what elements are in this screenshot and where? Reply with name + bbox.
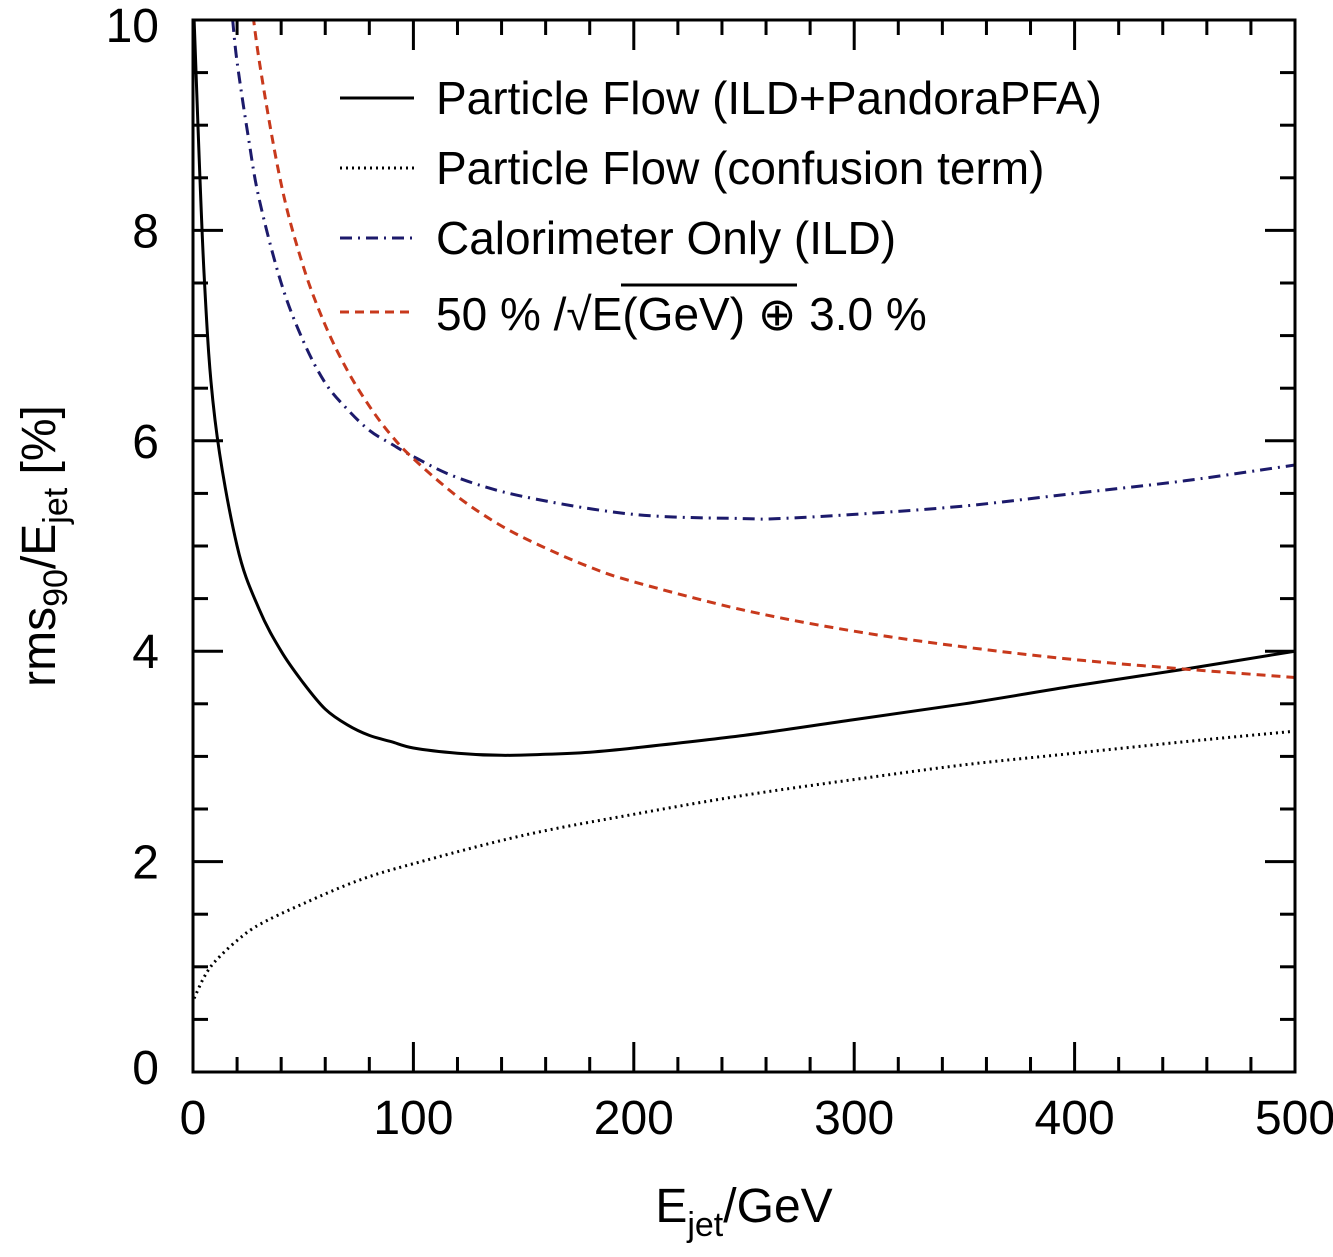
series-confusion-term [193,729,1295,1000]
legend-label: Calorimeter Only (ILD) [436,212,896,264]
plot-frame [191,18,1297,1074]
legend-entry-calorimeter-only: Calorimeter Only (ILD) [340,212,896,264]
x-tick-label: 0 [180,1092,207,1145]
legend-entry-particle-flow: Particle Flow (ILD+PandoraPFA) [340,72,1102,124]
series-calorimeter-only [231,20,1295,521]
y-tick-label: 6 [132,416,159,469]
x-axis-title: Ejet/GeV [655,1180,832,1244]
tick-labels: 0 100 200 300 400 500 0 2 4 6 8 10 [106,0,1333,1145]
x-tick-label: 300 [814,1092,894,1145]
x-tick-label: 100 [373,1092,453,1145]
legend-label: 50 % /√E(GeV) ⊕ 3.0 % [436,288,927,340]
series-stochastic-fit [252,20,1295,679]
y-tick-label: 8 [132,205,159,258]
radicand: E(GeV) [592,288,745,340]
x-tick-label: 400 [1035,1092,1115,1145]
x-tick-label: 500 [1255,1092,1333,1145]
series-particle-flow [193,20,1295,757]
y-axis-title: rms90/Ejet [%] [13,405,75,687]
y-tick-label: 4 [132,626,159,679]
y-tick-label: 10 [106,0,159,53]
legend-entry-stochastic-fit: 50 % /√E(GeV) ⊕ 3.0 % [340,283,927,340]
sqrt-sign: √ [566,288,592,340]
legend-label: Particle Flow (ILD+PandoraPFA) [436,72,1102,124]
legend: Particle Flow (ILD+PandoraPFA) Particle … [340,72,1102,340]
data-series [193,20,1295,1000]
legend-entry-confusion-term: Particle Flow (confusion term) [340,142,1044,194]
legend-label: Particle Flow (confusion term) [436,142,1044,194]
x-tick-label: 200 [594,1092,674,1145]
axis-ticks [191,18,1297,1074]
y-tick-label: 2 [132,837,159,890]
y-tick-label: 0 [132,1042,159,1095]
